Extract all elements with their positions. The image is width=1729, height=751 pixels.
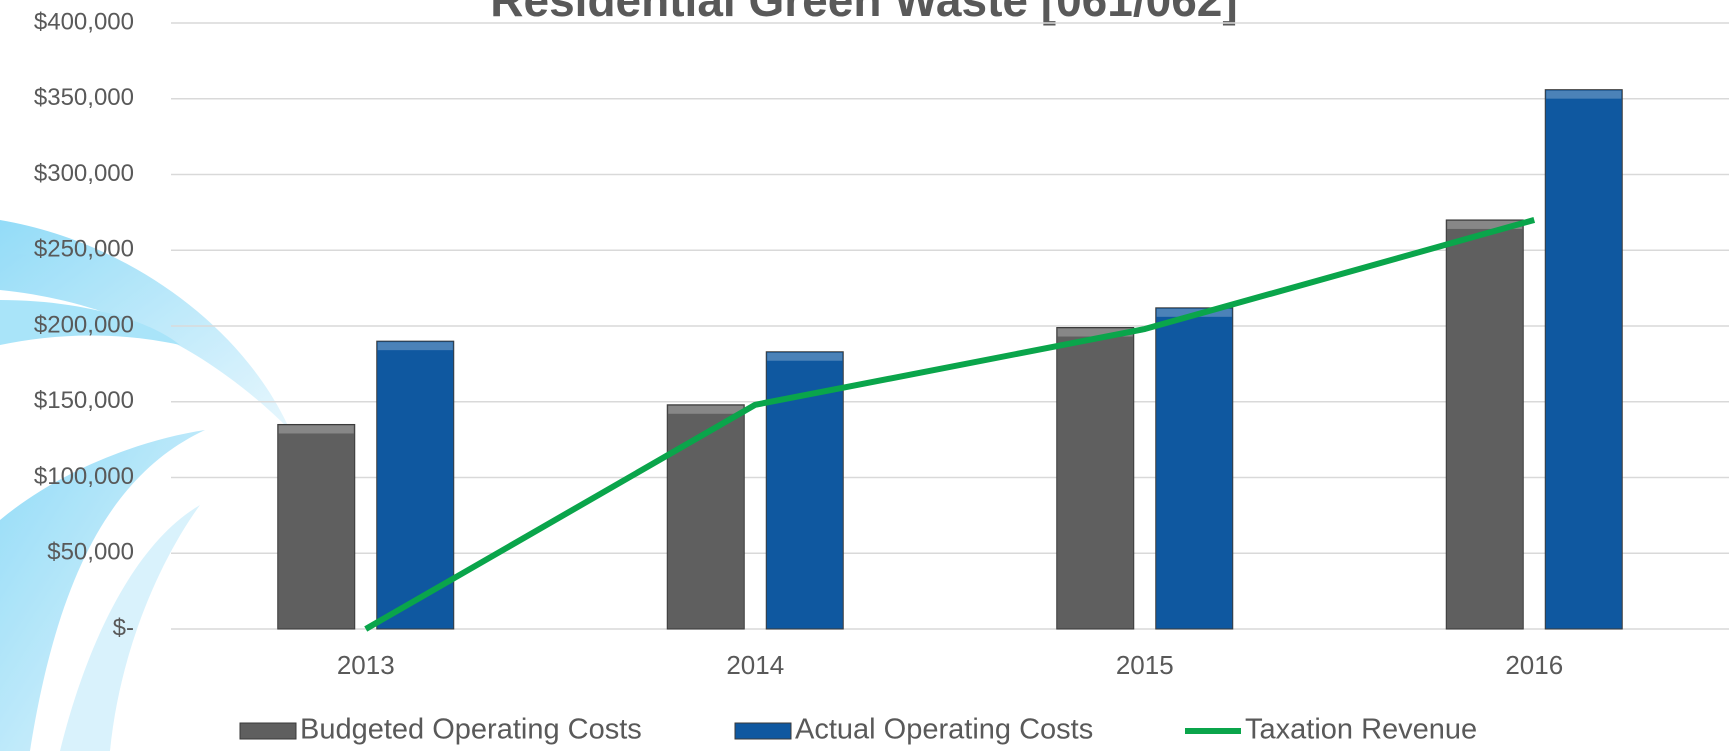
- legend-swatch: [735, 723, 791, 739]
- x-tick-label: 2014: [726, 650, 784, 680]
- bar-highlight: [1546, 91, 1621, 99]
- y-tick-label: $350,000: [34, 84, 134, 111]
- y-tick-label: $150,000: [34, 387, 134, 414]
- chart-title: Residential Green Waste [061/062]: [490, 0, 1237, 26]
- page: Residential Green Waste [061/062] $- $50,…: [0, 0, 1729, 751]
- bar-highlight: [767, 353, 842, 361]
- bar: [1446, 220, 1523, 629]
- bar-highlight: [279, 425, 354, 433]
- x-tick-label: 2015: [1116, 650, 1174, 680]
- y-tick-label: $50,000: [47, 539, 134, 566]
- legend-label: Taxation Revenue: [1245, 714, 1477, 746]
- y-tick-label: $100,000: [34, 463, 134, 490]
- legend-swatch: [240, 723, 296, 739]
- bar-highlight: [378, 342, 453, 350]
- legend-label: Actual Operating Costs: [795, 714, 1093, 746]
- legend-label: Budgeted Operating Costs: [300, 714, 642, 746]
- x-tick-label: 2013: [337, 650, 395, 680]
- y-tick-label: $250,000: [34, 236, 134, 263]
- y-tick-label: $-: [113, 614, 134, 641]
- bar: [1545, 90, 1622, 629]
- x-tick-label: 2016: [1505, 650, 1563, 680]
- bar: [278, 424, 355, 629]
- y-tick-label: $400,000: [34, 8, 134, 35]
- y-tick-label: $300,000: [34, 160, 134, 187]
- bar: [1057, 328, 1134, 629]
- bar: [667, 405, 744, 629]
- bar-highlight: [668, 406, 743, 414]
- legend: Budgeted Operating Costs Actual Operating…: [240, 714, 1477, 746]
- bar: [1156, 308, 1233, 629]
- chart: Residential Green Waste [061/062] $- $50,…: [0, 0, 1729, 751]
- y-tick-label: $200,000: [34, 311, 134, 338]
- line: [366, 220, 1535, 629]
